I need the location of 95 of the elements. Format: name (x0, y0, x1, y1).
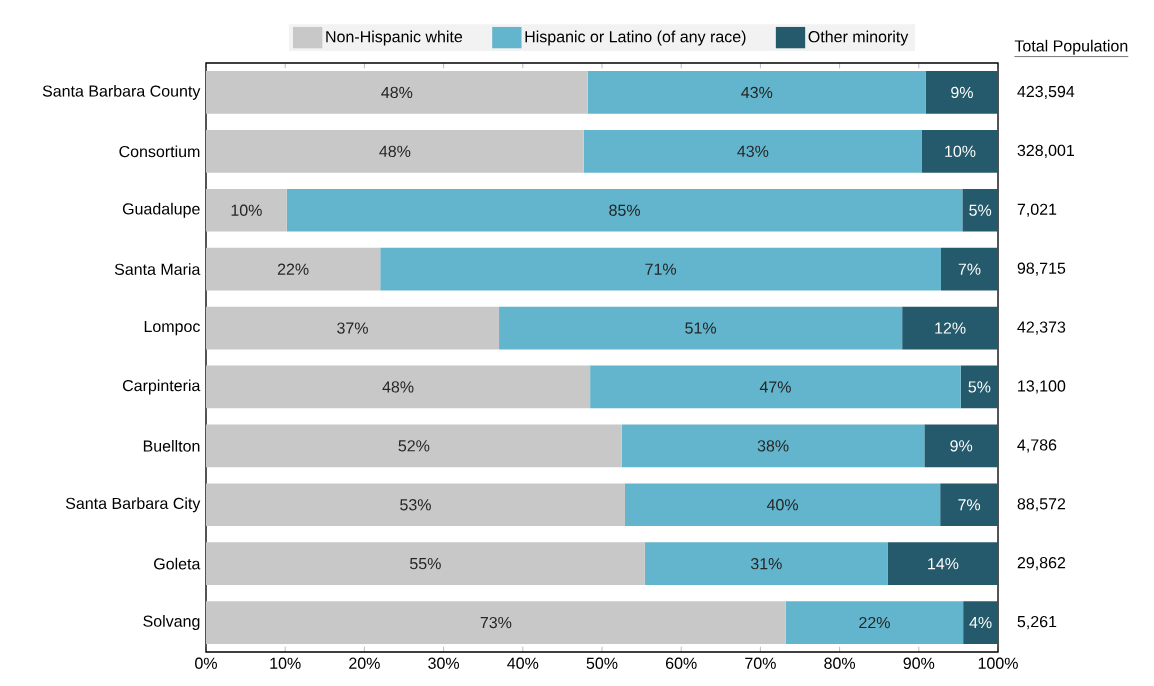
bar (583, 130, 922, 173)
bar (206, 424, 622, 468)
bar (206, 542, 645, 585)
data-label: 48% (382, 381, 414, 393)
bar (206, 71, 588, 114)
bar (590, 365, 961, 409)
text: 7,021 (1017, 203, 1057, 217)
legend-label: Non-Hispanic white (326, 30, 463, 46)
text: 42,373 (1017, 321, 1066, 335)
bar (624, 483, 941, 527)
data-label: 53% (400, 499, 431, 511)
text: 88,572 (1017, 498, 1066, 512)
data-label: 22% (277, 263, 309, 275)
legend-label: Other minority (808, 30, 909, 46)
bar (587, 71, 926, 114)
text: Total Population (1014, 39, 1128, 55)
x-tick-label: 90% (903, 657, 935, 669)
bar (206, 306, 500, 350)
bar (940, 247, 999, 291)
data-label: 9% (951, 86, 973, 99)
data-label: 40% (766, 499, 799, 511)
data-label: 31% (750, 557, 782, 570)
bar (206, 601, 786, 644)
data-label: 9% (950, 440, 973, 452)
bar (960, 365, 999, 409)
bar (963, 601, 999, 644)
x-tick-label: 50% (586, 657, 618, 669)
text: 328,001 (1017, 144, 1074, 158)
text: 13,100 (1018, 380, 1066, 394)
data-label: 51% (685, 322, 717, 334)
x-tick-label: 20% (349, 657, 380, 669)
data-label: 48% (381, 86, 413, 99)
x-tick-label: 100% (978, 657, 1018, 669)
bar (925, 71, 999, 114)
data-label: 52% (398, 440, 430, 452)
data-label: 14% (928, 558, 959, 570)
data-label: 73% (480, 616, 512, 629)
bar (887, 542, 999, 585)
data-label: 10% (231, 204, 262, 216)
data-label: 7% (958, 263, 981, 275)
x-tick-label: 40% (507, 657, 539, 669)
text: 5,261 (1017, 615, 1057, 630)
bar (286, 188, 963, 232)
bar (206, 483, 625, 527)
data-label: 4% (969, 616, 992, 629)
bar (921, 130, 999, 173)
legend-label: Hispanic or Latino (of any race) (525, 30, 746, 46)
y-tick-label: Carpinteria (122, 379, 201, 395)
bar (621, 424, 925, 468)
data-label: 37% (337, 322, 368, 334)
bar (380, 247, 941, 291)
y-tick-label: Santa Barbara County (42, 85, 201, 100)
data-label: 5% (968, 381, 991, 393)
x-tick-label: 70% (745, 657, 776, 669)
bar (206, 247, 381, 291)
x-tick-label: 80% (824, 657, 856, 669)
text: 423,594 (1017, 85, 1075, 100)
data-label: 55% (410, 558, 441, 570)
data-label: 43% (741, 86, 773, 99)
y-tick-label: Lompoc (144, 320, 200, 336)
bar (206, 130, 584, 173)
data-label: 22% (859, 616, 890, 629)
y-tick-label: Consortium (119, 145, 200, 158)
text: 4,786 (1017, 439, 1057, 453)
x-tick-label: 10% (270, 657, 301, 669)
bar (924, 424, 999, 468)
data-label: 38% (757, 440, 789, 452)
data-label: 71% (645, 263, 677, 275)
data-label: 43% (737, 145, 769, 157)
bar (940, 483, 999, 527)
y-tick-label: Santa Maria (114, 263, 201, 276)
y-tick-label: Buellton (143, 439, 200, 452)
data-label: 7% (958, 499, 981, 511)
x-tick-label: 30% (428, 657, 460, 669)
bar (206, 188, 287, 232)
bar (902, 306, 999, 350)
y-tick-label: Solvang (143, 615, 200, 631)
data-label: 48% (379, 145, 411, 157)
data-label: 85% (609, 204, 641, 216)
y-tick-label: Guadalupe (122, 202, 200, 218)
x-tick-label: 0% (195, 657, 217, 669)
y-tick-label: Santa Barbara City (65, 497, 201, 513)
y-tick-label: Goleta (154, 557, 201, 570)
bar (962, 188, 999, 232)
data-label: 12% (935, 322, 966, 334)
data-label: 47% (759, 381, 791, 393)
x-tick-label: 60% (666, 657, 697, 669)
bar (785, 601, 964, 644)
bar (644, 542, 888, 585)
bar (499, 306, 903, 350)
bar (206, 365, 591, 409)
text: 29,862 (1017, 557, 1066, 571)
data-label: 5% (969, 204, 992, 216)
data-label: 10% (945, 145, 976, 157)
text: 98,715 (1017, 262, 1066, 276)
